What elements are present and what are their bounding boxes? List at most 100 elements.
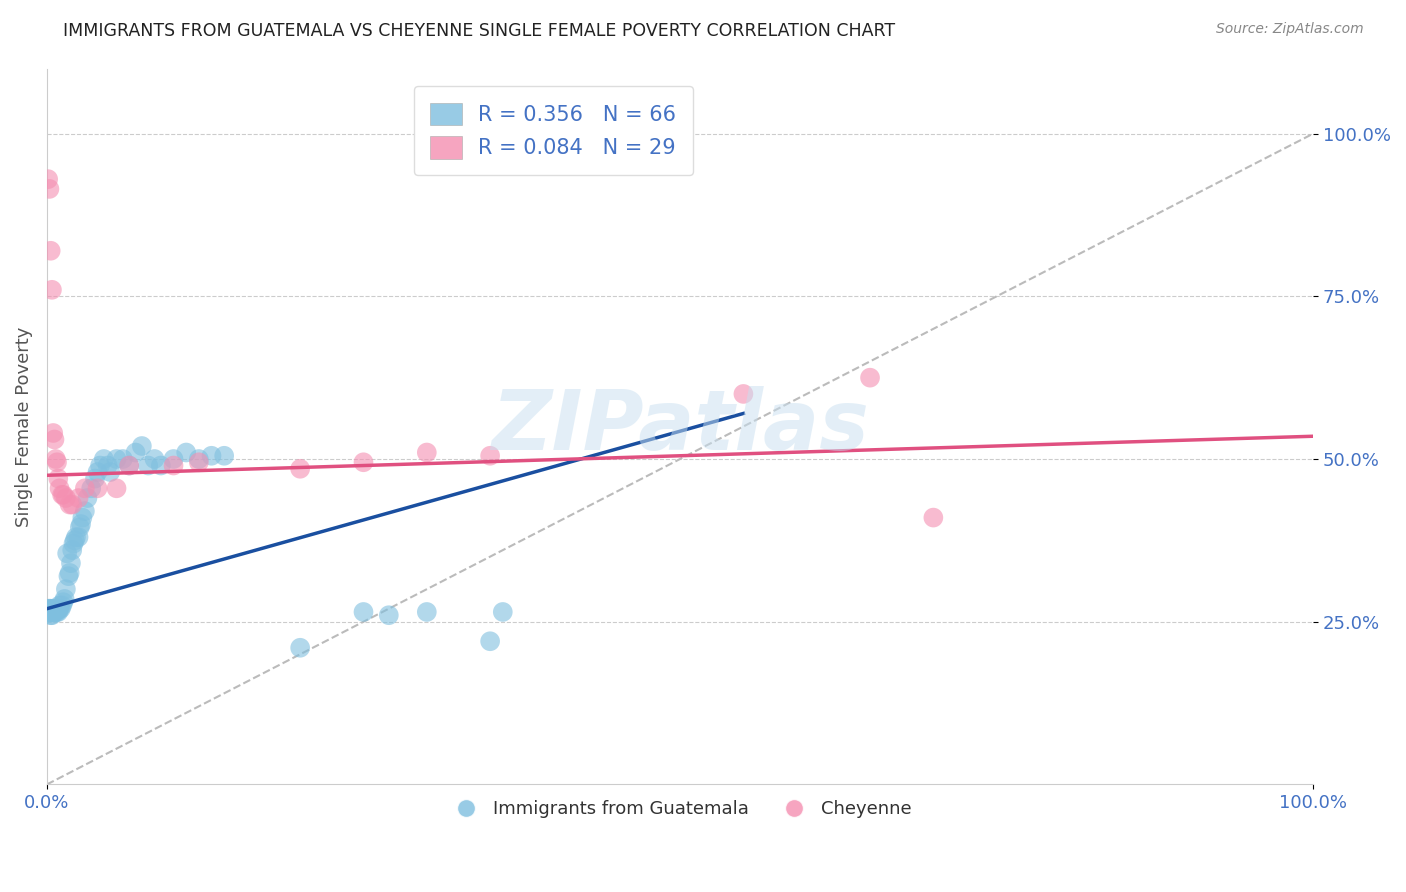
Point xyxy=(37,601,59,615)
Point xyxy=(80,481,103,495)
Point xyxy=(52,595,75,609)
Point xyxy=(859,370,882,384)
Point xyxy=(46,601,69,615)
Point xyxy=(416,445,439,459)
Point xyxy=(98,465,121,479)
Point xyxy=(59,498,82,512)
Point xyxy=(492,605,515,619)
Point xyxy=(118,458,141,473)
Point xyxy=(60,543,83,558)
Point xyxy=(49,601,72,615)
Legend: Immigrants from Guatemala, Cheyenne: Immigrants from Guatemala, Cheyenne xyxy=(441,793,920,825)
Point xyxy=(200,449,222,463)
Point xyxy=(288,462,311,476)
Point xyxy=(62,536,84,550)
Point xyxy=(51,488,73,502)
Point xyxy=(212,449,235,463)
Point xyxy=(353,605,375,619)
Point xyxy=(73,504,96,518)
Point xyxy=(479,634,502,648)
Point xyxy=(38,601,60,615)
Point xyxy=(38,605,60,619)
Point xyxy=(118,458,141,473)
Point xyxy=(46,605,69,619)
Point xyxy=(72,510,94,524)
Point xyxy=(39,244,62,258)
Point xyxy=(44,605,66,619)
Point xyxy=(42,601,65,615)
Text: Source: ZipAtlas.com: Source: ZipAtlas.com xyxy=(1216,22,1364,37)
Point xyxy=(41,283,63,297)
Point xyxy=(46,601,69,615)
Point xyxy=(97,458,120,473)
Point xyxy=(46,471,69,485)
Point xyxy=(46,455,69,469)
Point xyxy=(39,605,62,619)
Point xyxy=(59,566,82,580)
Point xyxy=(59,556,82,570)
Text: IMMIGRANTS FROM GUATEMALA VS CHEYENNE SINGLE FEMALE POVERTY CORRELATION CHART: IMMIGRANTS FROM GUATEMALA VS CHEYENNE SI… xyxy=(63,22,896,40)
Point xyxy=(922,510,945,524)
Point xyxy=(41,605,63,619)
Point xyxy=(288,640,311,655)
Point xyxy=(73,481,96,495)
Point xyxy=(111,452,134,467)
Point xyxy=(52,488,75,502)
Point xyxy=(53,591,76,606)
Point xyxy=(162,452,184,467)
Point xyxy=(479,449,502,463)
Point xyxy=(174,445,197,459)
Point xyxy=(37,172,59,186)
Point xyxy=(42,425,65,440)
Point xyxy=(65,530,87,544)
Point xyxy=(39,608,62,623)
Point xyxy=(48,481,70,495)
Point xyxy=(44,433,66,447)
Point xyxy=(63,533,86,548)
Point xyxy=(44,601,66,615)
Point xyxy=(55,491,77,505)
Point xyxy=(55,582,77,597)
Point xyxy=(56,546,79,560)
Point xyxy=(86,481,108,495)
Point xyxy=(187,455,209,469)
Point xyxy=(38,182,60,196)
Point xyxy=(60,498,83,512)
Point xyxy=(105,481,128,495)
Point xyxy=(84,471,107,485)
Point xyxy=(89,458,111,473)
Y-axis label: Single Female Poverty: Single Female Poverty xyxy=(15,326,32,526)
Point xyxy=(45,605,67,619)
Point xyxy=(93,452,115,467)
Point xyxy=(69,520,91,534)
Point xyxy=(149,458,172,473)
Point xyxy=(131,439,153,453)
Point xyxy=(67,530,90,544)
Point xyxy=(41,608,63,623)
Point xyxy=(105,452,128,467)
Point xyxy=(733,387,755,401)
Point xyxy=(45,452,67,467)
Point xyxy=(416,605,439,619)
Point xyxy=(162,458,184,473)
Point xyxy=(143,452,166,467)
Text: ZIPatlas: ZIPatlas xyxy=(491,386,869,467)
Point xyxy=(70,517,93,532)
Point xyxy=(39,601,62,615)
Point xyxy=(58,569,80,583)
Point xyxy=(51,599,73,613)
Point xyxy=(378,608,401,623)
Point xyxy=(86,465,108,479)
Point xyxy=(76,491,98,505)
Point xyxy=(45,601,67,615)
Point xyxy=(187,452,209,467)
Point xyxy=(46,605,69,619)
Point xyxy=(48,599,70,613)
Point xyxy=(42,605,65,619)
Point xyxy=(353,455,375,469)
Point xyxy=(48,601,70,615)
Point xyxy=(67,491,90,505)
Point xyxy=(37,605,59,619)
Point xyxy=(136,458,159,473)
Point xyxy=(124,445,146,459)
